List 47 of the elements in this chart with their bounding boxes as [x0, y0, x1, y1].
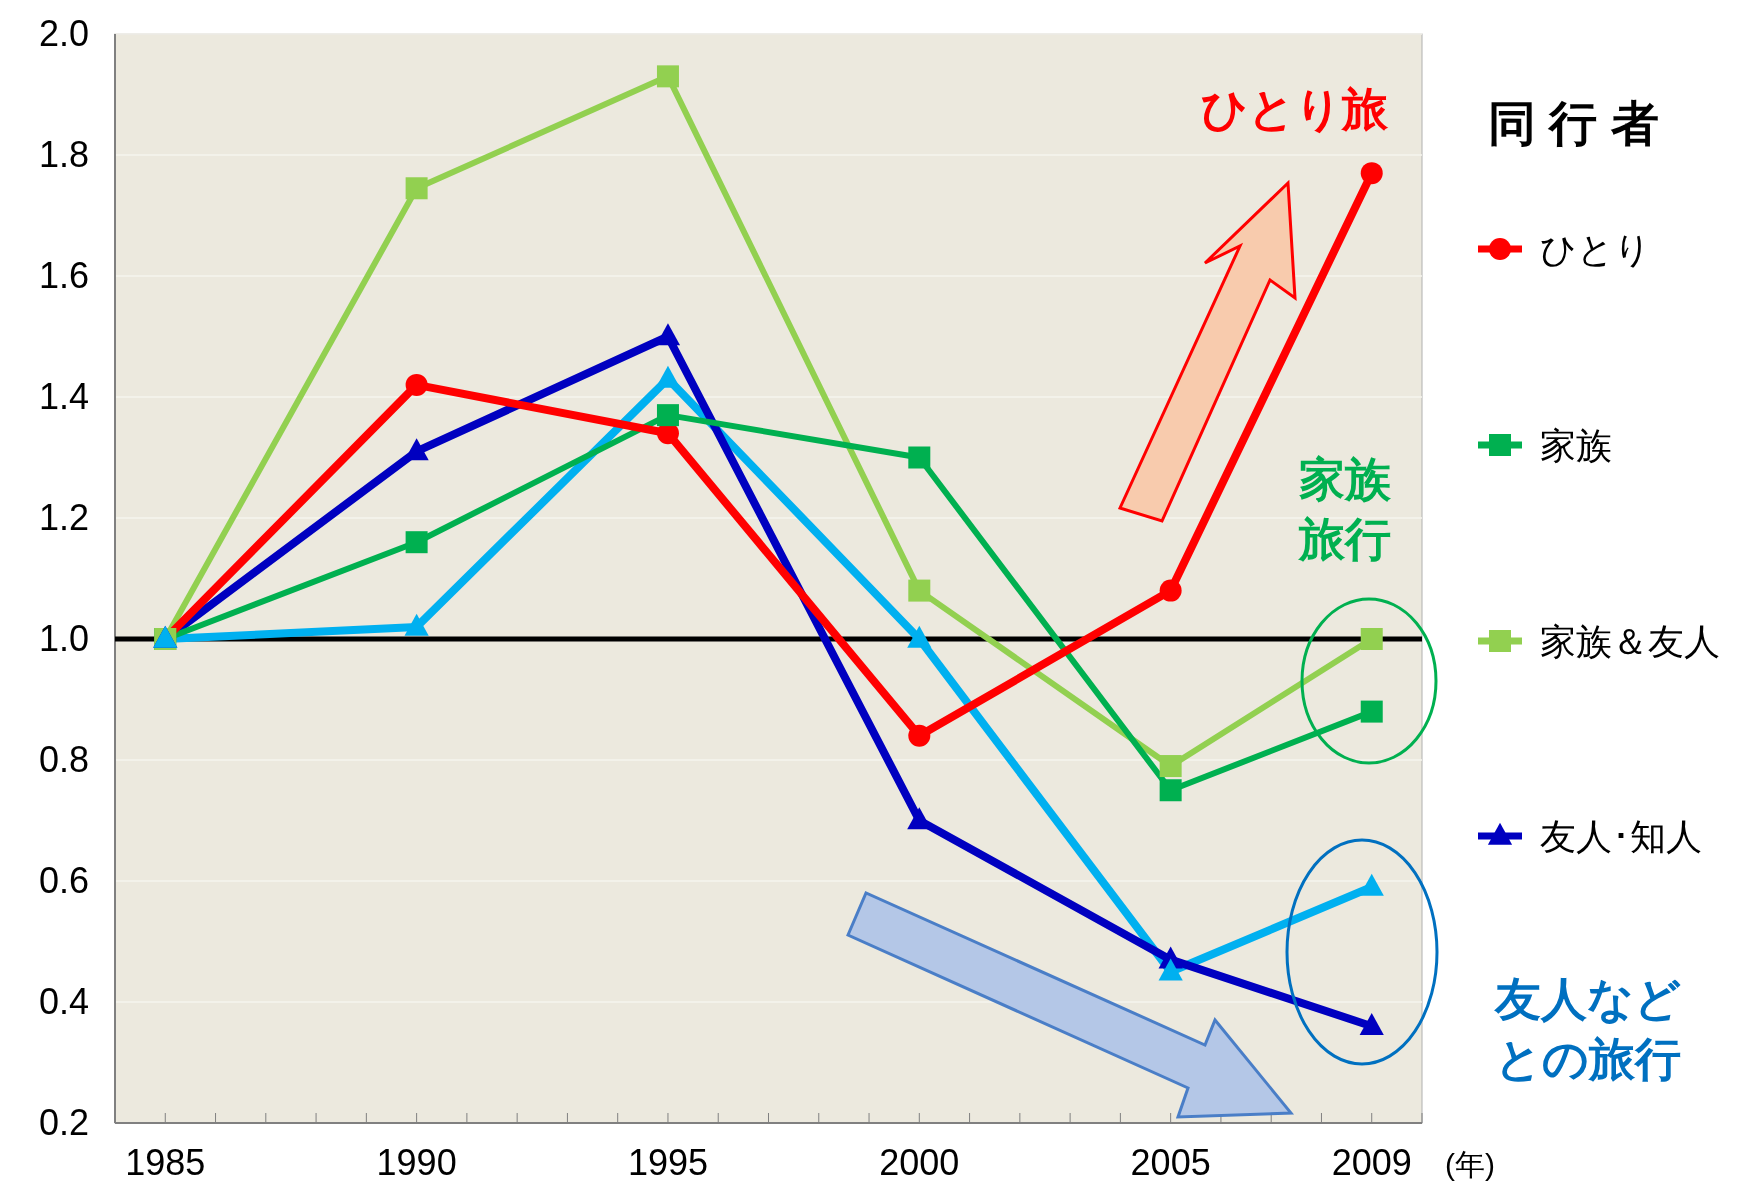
point — [1359, 1013, 1384, 1035]
y-tick-label: 0.6 — [38, 860, 89, 901]
point — [1359, 873, 1384, 896]
y-tick-label: 1.4 — [38, 376, 89, 417]
point — [405, 373, 428, 396]
point — [1159, 755, 1182, 778]
point — [656, 65, 679, 88]
annotation: 家族 — [1299, 453, 1392, 505]
point — [1158, 958, 1183, 981]
point — [907, 625, 932, 648]
x-axis-title: (年) — [1445, 1148, 1495, 1181]
point — [1360, 700, 1383, 723]
point — [404, 613, 429, 636]
legend-label: ひとり — [1540, 229, 1651, 270]
x-tick-label: 2005 — [1130, 1142, 1211, 1183]
point — [908, 446, 931, 469]
annotation: ひとり旅 — [1200, 83, 1389, 135]
text: との旅行 — [1495, 1033, 1681, 1085]
y-tick-label: 1.8 — [38, 134, 89, 175]
point — [656, 404, 679, 427]
text: 友人など — [1494, 973, 1681, 1025]
point — [908, 579, 931, 602]
y-tick-label: 0.2 — [38, 1102, 89, 1143]
point — [1159, 779, 1182, 802]
x-tick-label: 2009 — [1331, 1142, 1412, 1183]
y-tick-label: 1.2 — [38, 497, 89, 538]
x-tick-label: 1985 — [125, 1142, 206, 1183]
point — [1159, 579, 1182, 602]
annotation: 旅行 — [1297, 513, 1391, 565]
legend-label: 友人･知人 — [1540, 816, 1702, 857]
x-tick-label: 1990 — [376, 1142, 457, 1183]
x-tick-label: 2000 — [879, 1142, 960, 1183]
point — [655, 323, 681, 346]
legend-title: 同 行 者 — [1488, 97, 1659, 150]
point — [405, 177, 428, 200]
point — [1360, 162, 1383, 185]
y-tick-label: 1.6 — [38, 255, 89, 296]
y-tick-label: 0.4 — [38, 981, 89, 1022]
point — [405, 531, 428, 554]
y-tick-label: 2.0 — [38, 13, 89, 54]
point — [908, 724, 931, 747]
y-tick-label: 0.8 — [38, 739, 89, 780]
legend-label: 家族＆友人 — [1540, 621, 1720, 662]
y-tick-label: 1.0 — [38, 618, 89, 659]
x-tick-label: 1995 — [627, 1142, 709, 1183]
point — [1360, 628, 1383, 650]
legend-label: 家族 — [1540, 425, 1612, 466]
